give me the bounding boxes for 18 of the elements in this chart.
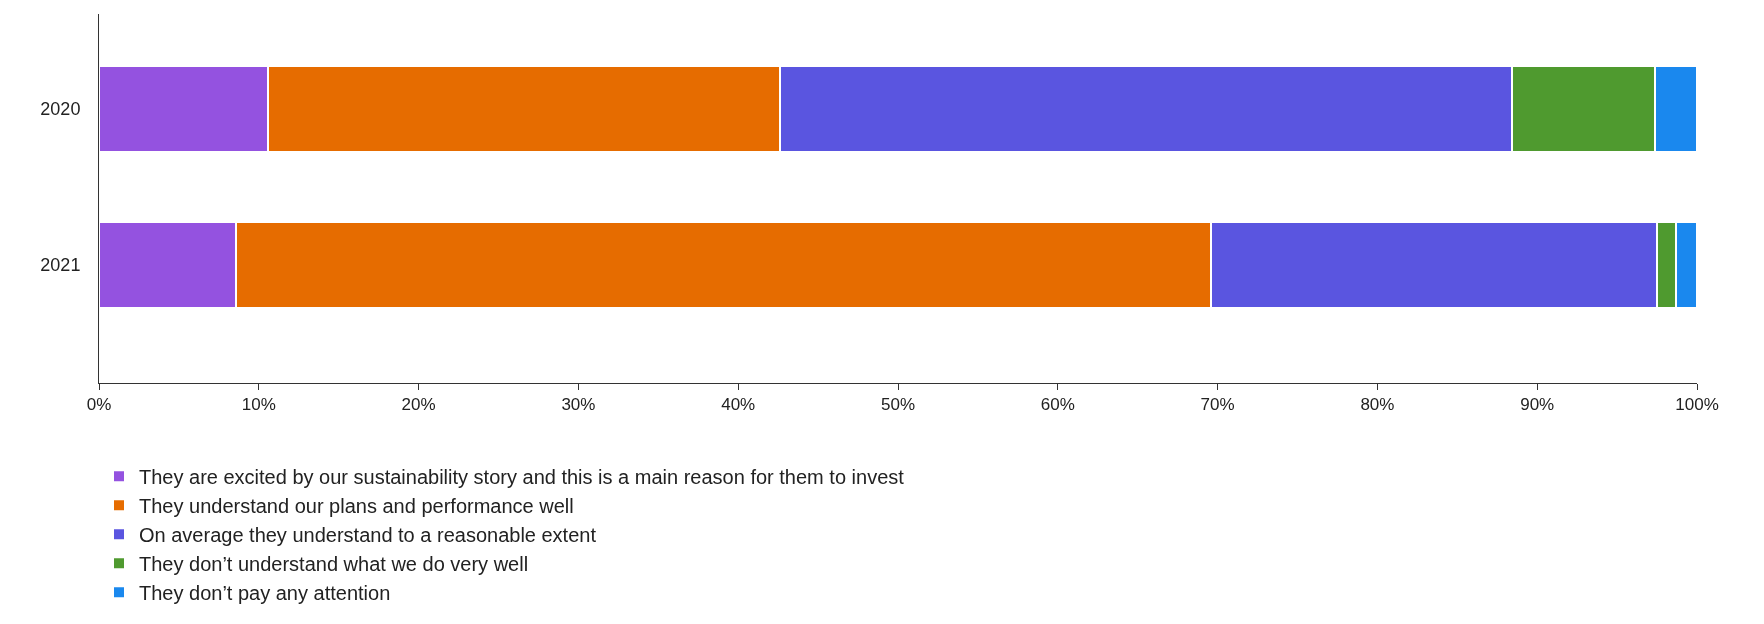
legend-label: On average they understand to a reasonable extent (139, 524, 597, 547)
x-tick-label: 0% (86, 395, 112, 415)
legend-label: They are excited by our sustainability story and this is a main reason for them to invest (139, 466, 905, 489)
y-tick-label: 2021 (40, 255, 81, 276)
x-tick-label: 10% (241, 395, 276, 415)
x-tick-label: 80% (1360, 395, 1395, 415)
x-tick-label: 30% (561, 395, 596, 415)
x-tick-label: 50% (880, 395, 916, 415)
x-tick-label: 20% (401, 395, 436, 415)
x-tick-label: 70% (1200, 395, 1235, 415)
y-tick-label: 2020 (40, 98, 81, 119)
legend-label: They don’t understand what we do very well (139, 553, 529, 576)
legend-label: They don’t pay any attention (139, 582, 391, 605)
x-tick-label: 100% (1675, 395, 1719, 415)
x-tick-label: 40% (721, 395, 756, 415)
x-tick-label: 60% (1040, 395, 1075, 415)
x-tick-label: 90% (1520, 395, 1555, 415)
legend-label: They understand our plans and performance well (139, 495, 574, 518)
